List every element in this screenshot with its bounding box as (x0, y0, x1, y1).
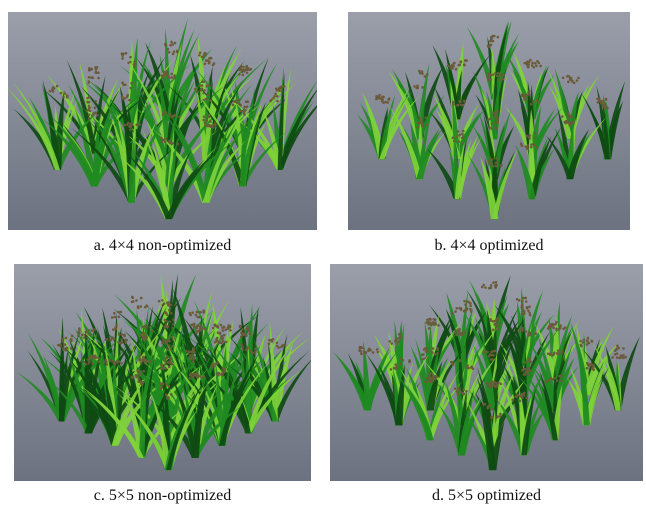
rice-plant (432, 42, 492, 120)
panel-a-image (8, 12, 317, 230)
rice-plant (42, 95, 145, 187)
panel-c-image (14, 264, 311, 481)
rice-plant (462, 396, 505, 471)
caption-panel-c: c. 5×5 non-optimized (93, 487, 232, 504)
rice-plant-grid (333, 275, 640, 471)
rice-plant (515, 364, 563, 441)
rice-plant (68, 343, 165, 446)
rice-plant (396, 367, 462, 441)
rice-render-a (8, 12, 317, 230)
panel-d-image (330, 264, 643, 481)
rice-plant (495, 377, 546, 456)
rice-plant (229, 66, 317, 171)
rice-plant-grid (8, 18, 317, 220)
rice-plant (580, 81, 626, 160)
rice-plant (388, 105, 446, 180)
rice-plant (356, 87, 421, 160)
rice-plant (71, 107, 177, 203)
rice-plant (530, 335, 579, 411)
rice-plant (116, 378, 210, 471)
rice-plant (365, 353, 430, 426)
caption-panel-a: a. 4×4 non-optimized (93, 237, 232, 254)
rice-plant (118, 127, 235, 220)
caption-panel-b: b. 4×4 optimized (434, 237, 544, 254)
rice-plant (545, 107, 607, 180)
rice-plant-grid (16, 273, 311, 471)
rice-plant (16, 316, 123, 422)
rice-plant (467, 148, 519, 220)
rice-render-b (348, 12, 630, 230)
rice-plant (333, 340, 399, 411)
rice-render-c (14, 264, 311, 481)
rice-plant (581, 336, 640, 411)
rice-plant (426, 129, 483, 200)
rice-plant (567, 346, 610, 426)
panel-b-image (348, 12, 630, 230)
rice-plant (410, 338, 465, 411)
rice-render-d (330, 264, 643, 481)
rice-plant-grid (356, 20, 626, 220)
rice-plant (438, 380, 484, 456)
rice-plant (515, 119, 563, 200)
caption-panel-d: d. 5×5 optimized (431, 487, 541, 504)
